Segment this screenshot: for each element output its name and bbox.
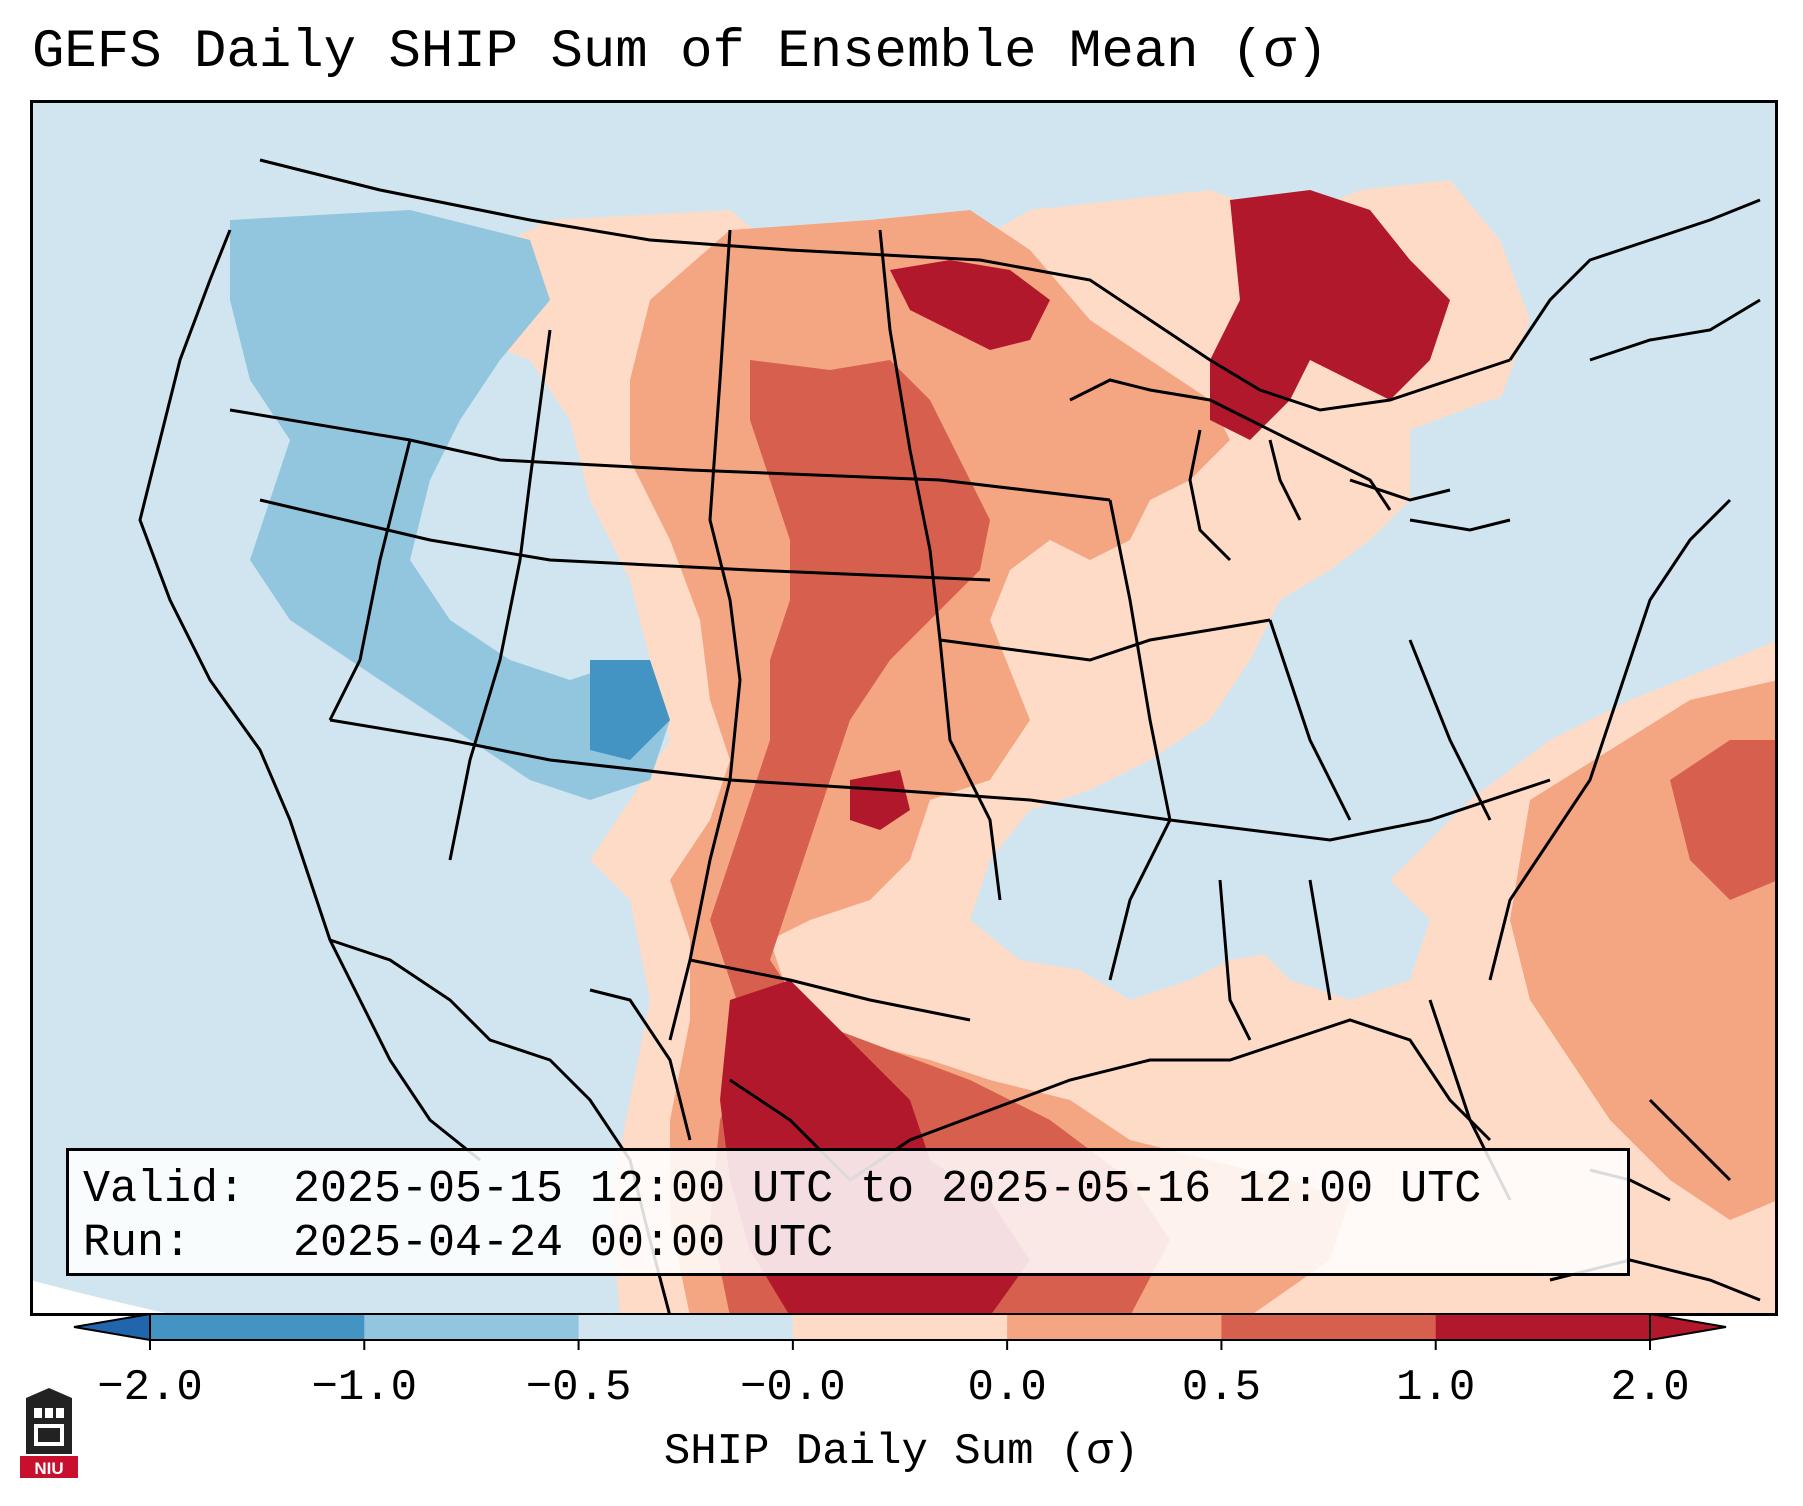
anomaly-region-extreme-oklahoma [850, 770, 910, 830]
colorbar-tick-label: 1.0 [1396, 1363, 1476, 1413]
colorbar-segment [364, 1314, 580, 1340]
colorbar-segments [149, 1314, 1651, 1341]
colorbar-tick-labels: −2.0 −1.0 −0.5 −0.0 0.0 0.5 1.0 2.0 [0, 1360, 1803, 1420]
colorbar-under-extension [73, 1314, 151, 1342]
colorbar-tick-label: 2.0 [1610, 1363, 1690, 1413]
anomaly-region-extreme-upper-midwest [1210, 190, 1450, 440]
ship-anomaly-map [30, 100, 1778, 1316]
colorbar-tick-label: 0.0 [967, 1363, 1047, 1413]
niu-logo-banner [20, 1456, 78, 1478]
colorbar-tick-label: −0.5 [525, 1363, 632, 1413]
anomaly-region-moderate-negative-west [230, 210, 670, 800]
colorbar-ticks [149, 1340, 1651, 1350]
out-of-domain-area [30, 1280, 180, 1316]
niu-logo-text: NIU [34, 1459, 63, 1478]
run-line: Run: 2025-04-24 00:00 UTC [83, 1217, 1613, 1271]
colorbar-tick-label: −2.0 [97, 1363, 203, 1413]
colorbar-segment [1007, 1314, 1222, 1340]
colorbar-segment [1221, 1314, 1437, 1340]
colorbar-segment [578, 1314, 794, 1340]
valid-label: Valid: [83, 1164, 246, 1215]
anomaly-region-negative-southeast [1230, 840, 1430, 1000]
run-value: 2025-04-24 00:00 UTC [293, 1218, 834, 1269]
map-title: GEFS Daily SHIP Sum of Ensemble Mean (σ) [32, 22, 1329, 83]
anomaly-region-extreme-north [890, 260, 1050, 350]
colorbar-label: SHIP Daily Sum (σ) [663, 1427, 1140, 1477]
colorbar-tick-label: −0.0 [740, 1363, 846, 1413]
colorbar-tick-label: 0.5 [1181, 1363, 1262, 1413]
colorbar-segment [1435, 1314, 1651, 1340]
colorbar-tick-label: −1.0 [311, 1363, 418, 1413]
colorbar-over-extension [1649, 1314, 1727, 1342]
valid-value: 2025-05-15 12:00 UTC to 2025-05-16 12:00… [293, 1164, 1482, 1215]
anomaly-region-negative-northeast [1390, 340, 1778, 720]
niu-logo: NIU [20, 1388, 78, 1478]
colorbar-segment [792, 1314, 1008, 1340]
validity-info-box: Valid: 2025-05-15 12:00 UTC to 2025-05-16… [66, 1148, 1630, 1276]
colorbar [73, 1314, 1727, 1350]
political-boundaries [138, 158, 1761, 1316]
anomaly-region-strong-negative-colorado [590, 660, 670, 760]
valid-line: Valid: 2025-05-15 12:00 UTC to 2025-05-16… [83, 1163, 1613, 1217]
colorbar-segment [150, 1314, 365, 1340]
run-label: Run: [83, 1218, 192, 1269]
